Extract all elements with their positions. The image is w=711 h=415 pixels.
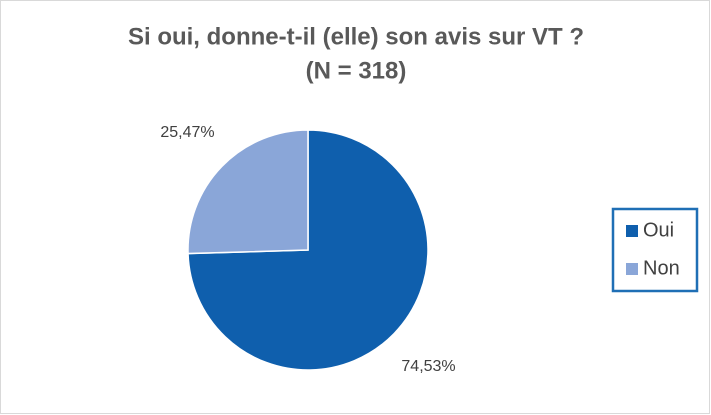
legend-swatch [626, 263, 638, 275]
data-label: 74,53% [401, 358, 455, 375]
legend-box [611, 207, 699, 293]
legend-label: Oui [643, 219, 674, 241]
legend-swatch [626, 225, 638, 237]
chart-subtitle: (N = 318) [306, 57, 407, 84]
data-label: 25,47% [160, 124, 214, 141]
pie-slice [187, 129, 309, 255]
chart-title: Si oui, donne-t-il (elle) son avis sur V… [128, 23, 584, 50]
legend-label: Non [643, 257, 680, 279]
